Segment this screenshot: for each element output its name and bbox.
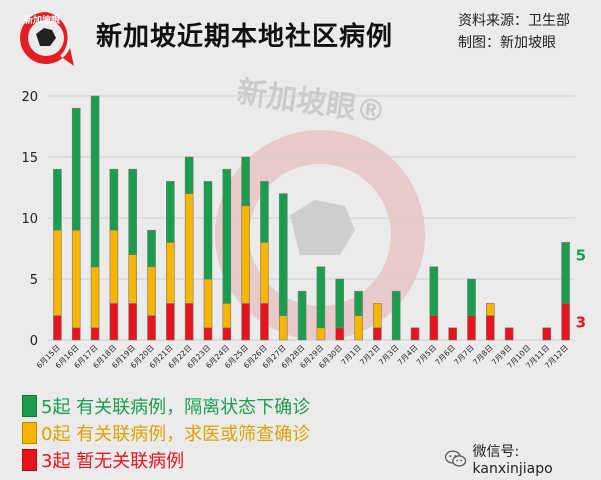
bar-segment [128, 303, 137, 341]
wechat-icon [445, 450, 467, 467]
bar-segment [53, 315, 62, 341]
wechat-label: 微信号: kanxinjiapo [472, 444, 553, 477]
bar-segment [316, 266, 326, 329]
bar-segment [222, 303, 232, 329]
legend-item-linked-screening: 0起 有关联病例，求医或筛查确诊 [22, 419, 310, 446]
bar-segment [429, 315, 439, 341]
legend-label: 5起 有关联病例，隔离状态下确诊 [41, 396, 311, 418]
y-tick-label: 20 [21, 90, 38, 105]
bar-segment [486, 315, 495, 341]
bar-segment [241, 156, 250, 207]
bar-segment [222, 168, 232, 304]
legend-swatch-yellow [22, 421, 37, 444]
logo-text: 新加坡眼 [24, 16, 61, 26]
y-tick-label: 10 [21, 212, 38, 227]
bar-segment [184, 156, 194, 194]
legend-label: 3起 暂无关联病例 [41, 450, 185, 472]
bar-segment [109, 168, 119, 231]
credit-text: 制图：新加坡眼 [458, 35, 556, 51]
bar-segment [241, 303, 250, 341]
legend-label: 0起 有关联病例，求医或筛查确诊 [41, 423, 311, 445]
bar-segment [260, 242, 269, 304]
bar-segment [429, 266, 439, 316]
bar-segment [128, 168, 137, 255]
x-tick-label: 7月2日 [358, 343, 382, 367]
wechat-id: 微信号: kanxinjiapo [445, 441, 601, 477]
legend-swatch-red [22, 448, 37, 471]
bar-segment [147, 266, 156, 316]
source-text: 资料来源：卫生部 [458, 13, 570, 29]
x-tick-label: 7月1日 [339, 343, 363, 367]
bar-segment [486, 303, 495, 316]
legend-item-unlinked: 3起 暂无关联病例 [22, 446, 310, 473]
bar-segment [166, 181, 175, 243]
annotation-linked: 5 [576, 247, 586, 265]
bar-segment [203, 327, 213, 341]
bar-segment [504, 327, 514, 341]
bar-segment [184, 193, 194, 304]
bar-segment [354, 290, 363, 316]
bar-segment [71, 229, 81, 329]
brand-logo: 新加坡眼 [16, 8, 76, 72]
bar-segment [410, 327, 420, 341]
bar-segment [128, 254, 137, 304]
x-tick-label: 7月7日 [452, 343, 476, 367]
bar-segment [561, 242, 570, 304]
x-tick-label: 7月5日 [415, 343, 439, 367]
bar-segment [316, 327, 326, 341]
bar-segment [166, 303, 175, 341]
bar-segment [147, 229, 156, 268]
legend-swatch-green [22, 394, 37, 417]
bar-segment [373, 327, 382, 341]
y-tick-label: 0 [30, 334, 38, 349]
bar-segment [53, 229, 62, 316]
bar-segment [467, 315, 476, 341]
bar-segment [260, 303, 269, 341]
x-tick-label: 7月4日 [396, 343, 420, 367]
x-tick-label: 7月8日 [471, 343, 495, 367]
bar-segment [109, 229, 119, 304]
bar-segment [203, 181, 213, 280]
annotation-unlinked: 3 [576, 314, 586, 332]
bar-segment [90, 95, 100, 268]
chart-title: 新加坡近期本地社区病例 [96, 22, 394, 52]
bar-segment [53, 168, 62, 231]
bar-segment [109, 303, 119, 341]
bar-segment [90, 327, 100, 341]
bar-segment [391, 290, 401, 341]
x-tick-label: 7月3日 [377, 343, 401, 367]
legend: 5起 有关联病例，隔离状态下确诊 0起 有关联病例，求医或筛查确诊 3起 暂无关… [22, 392, 310, 473]
bar-segment [184, 303, 194, 341]
bar-segment [561, 303, 570, 341]
bar-segment [448, 327, 457, 341]
bar-segment [166, 242, 175, 304]
bar-segment [542, 327, 552, 341]
bar-segment [335, 278, 345, 329]
source-block: 资料来源：卫生部 制图：新加坡眼 [458, 10, 570, 54]
bar-segment [260, 181, 269, 243]
x-tick-label: 7月6日 [433, 343, 457, 367]
bar-segment [467, 278, 476, 316]
watermark-mark [290, 200, 355, 255]
bar-segment [297, 290, 307, 341]
bar-segment [278, 315, 288, 341]
bar-segment [71, 327, 81, 341]
bar-segment [278, 193, 288, 316]
bar-segment [373, 303, 382, 329]
bar-segment [90, 266, 100, 329]
bar-segment [241, 205, 250, 304]
bar-segment [354, 315, 363, 341]
bar-segment [335, 327, 345, 341]
y-tick-label: 15 [21, 151, 38, 166]
bar-segment [222, 327, 232, 341]
bar-segment [203, 278, 213, 329]
watermark-text: 新加坡眼® [235, 75, 388, 131]
y-tick-label: 5 [30, 273, 38, 288]
bar-segment [147, 315, 156, 341]
bar-segment [71, 107, 81, 231]
legend-item-linked-quarantine: 5起 有关联病例，隔离状态下确诊 [22, 392, 310, 419]
